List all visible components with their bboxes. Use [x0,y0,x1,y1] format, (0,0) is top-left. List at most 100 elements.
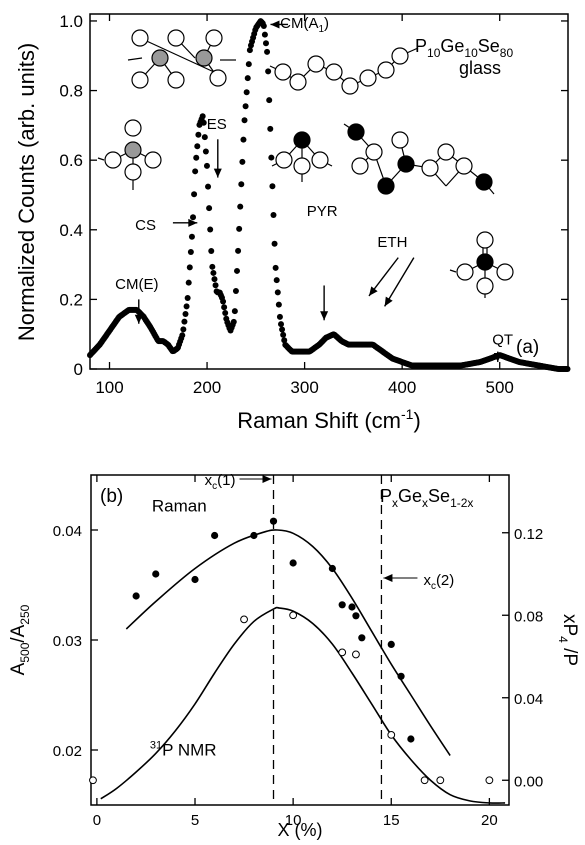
spectrum-point [194,143,201,150]
spectrum-point [243,89,250,96]
right-y-tick-label: 0.12 [514,526,543,543]
nmr-data-point [89,776,97,785]
x-tick-label: 5 [191,812,199,829]
corner-sharing-unit-icon [97,119,162,190]
pyramidal-unit-icon [271,131,333,182]
panel-b-right-y-axis: 0.00 0.04 0.08 0.12 [502,526,543,790]
x-tick-label: 400 [388,378,416,397]
spectrum-point [195,131,202,138]
panel-a-annotations: CM(E) CM(A1) ES CS PYR ETH QT [115,15,513,349]
panel-a-sample-name: P10Ge10Se80 [415,36,513,60]
panel-b-composition-label: PxGexSe1-2x [380,486,473,510]
x-tick-label: 100 [95,378,123,397]
spectrum-point [270,211,277,218]
x-tick-label: 300 [290,378,318,397]
left-y-tick-label: 0.04 [53,523,82,540]
critical-composition-arrow-head [262,475,272,483]
panel-b-critical-lines: xc(1) xc(2) [205,472,454,805]
x-tick-label: 200 [193,378,221,397]
nmr-data-point [420,776,429,785]
spectrum-point [234,267,241,274]
nmr-data-point [387,730,396,739]
spectrum-point [246,47,253,54]
raman-data-point [132,592,140,600]
panel-b-left-y-axis: 0.02 0.03 0.04 [53,523,98,760]
spectrum-point [200,119,207,126]
panel-a-arrows [134,20,502,363]
y-tick-label: 0 [74,360,83,379]
ethylene-like-unit-icon [343,123,495,195]
annotation-arrow-head [188,218,198,227]
raman-data-point [387,640,395,649]
spectrum-point [264,48,271,55]
panel-a-frame [89,13,569,370]
critical-composition-label: xc(1) [205,472,236,492]
panel-a-x-axis: 100 200 300 400 500 [95,14,514,397]
nmr-data-point [338,648,347,657]
right-y-tick-label: 0.04 [514,691,543,708]
peak-annotation: ETH [377,234,407,251]
raman-data-point [328,564,336,573]
x-tick-label: 15 [383,812,400,829]
raman-data-point [289,559,297,567]
spectrum-point [279,326,286,333]
spectrum-point [564,366,571,372]
spectrum-point [187,249,194,256]
spectrum-point [201,134,208,141]
spectrum-point [181,318,188,325]
spectrum-point [238,181,245,188]
spectrum-point [184,295,191,301]
nmr-data-point [485,776,494,785]
panel-b-data-points [89,517,494,785]
spectrum-point [210,269,217,276]
annotation-arrow-head [213,168,222,178]
nmr-data-point [352,650,360,659]
spectrum-point [265,68,272,75]
spectrum-point [222,309,229,316]
raman-data-point [352,612,360,620]
spectrum-point [193,154,200,161]
series-label: 31P NMR [150,740,217,760]
spectrum-point [236,225,243,232]
spectrum-point [186,264,193,271]
spectrum-point [180,326,187,333]
peak-annotation: PYR [307,203,338,220]
spectrum-point [244,75,251,82]
raman-data-point [358,634,366,642]
spectrum-point [261,31,268,38]
nmr-data-point [436,776,445,785]
spectrum-point [207,226,214,233]
spectrum-point [211,276,218,283]
y-tick-label: 0.8 [59,82,83,101]
spectrum-point [203,162,210,169]
spectrum-point [239,158,246,165]
panel-b-right-y-axis-label: xP4 /P [556,614,580,666]
spectrum-point [191,191,198,198]
nmr-data-point [289,611,298,620]
spectrum-point [241,117,248,124]
spectrum-point [271,240,278,247]
right-y-tick-label: 0.08 [514,608,543,625]
critical-composition-arrow-head [383,574,393,582]
annotation-arrow-head [134,314,143,324]
spectrum-point [183,303,190,310]
left-y-tick-label: 0.03 [53,633,82,650]
spectrum-point [276,313,283,320]
quasi-tetrahedral-unit-icon [449,231,514,298]
panel-a-raman-spectrum: 100 200 300 400 500 00.20.40.60.81.0 CM(E)CM… [14,12,571,433]
nmr-data-point [240,615,248,624]
panel-a-x-axis-label: Raman Shift (cm-1) [237,406,421,433]
right-y-tick-label: 0.00 [514,773,543,790]
raman-data-point [348,603,356,611]
fit-curve [125,529,451,756]
panel-a-y-axis: 0 0.2 0.4 0.6 0.8 1.0 [59,12,568,379]
x-tick-label: 20 [481,812,498,829]
spectrum-point [212,282,219,289]
annotation-arrow-head [384,296,393,307]
raman-data-point [407,735,415,743]
panel-a-y-axis-label: Normalized Counts (arb. units) [14,43,39,341]
spectrum-point [205,183,212,190]
spectrum-point [242,103,249,110]
spectrum-point [188,233,195,240]
